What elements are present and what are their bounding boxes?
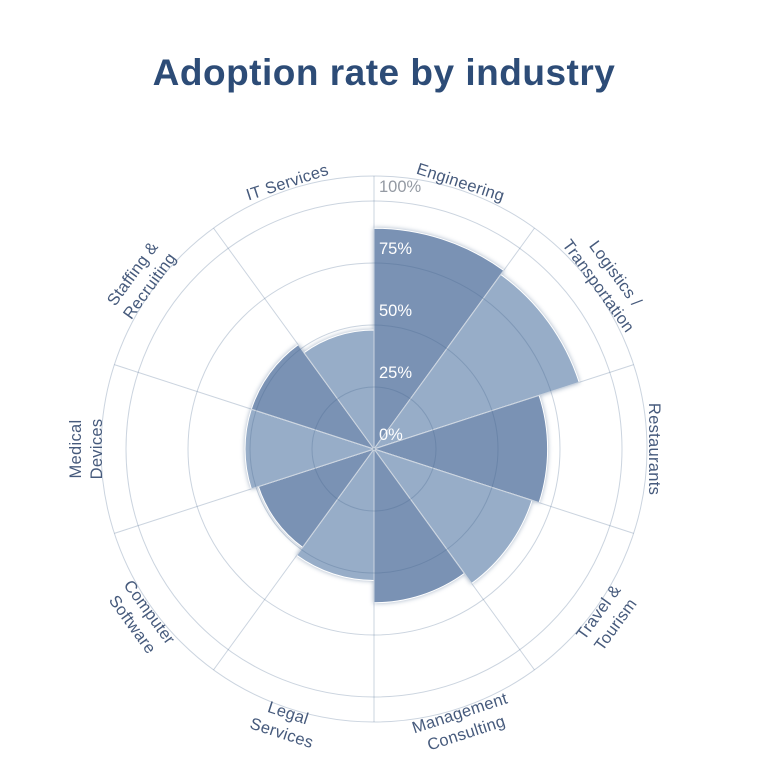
grid-ring-25 [311,386,437,512]
axis-tick [609,525,634,534]
grid-spoke [227,248,375,450]
category-label-legal-services: LegalServices [248,695,323,752]
grid-ring-75 [187,262,561,636]
wedge-staffing-recruiting[interactable] [250,343,376,450]
grid-ring-50 [249,324,499,574]
axis-tick [519,649,535,671]
wedge-engineering[interactable] [373,227,505,451]
wedge-restaurants[interactable] [372,394,549,504]
radial-tick-label-0: 0% [379,426,403,444]
grid-spoke [373,248,521,450]
polar-grid [100,175,648,723]
category-label-restaurants: Restaurants [645,403,663,495]
outer-ring [100,175,648,723]
axis-tick [213,649,229,671]
grid-spoke [373,371,611,450]
wedge-it-services[interactable] [303,329,375,451]
category-label-it-services: IT Services [244,161,331,205]
radial-tick-label-75: 75% [379,240,412,258]
radial-tick-label-25: 25% [379,364,412,382]
axis-tick [609,364,634,373]
category-label-management-consulting: ManagementConsulting [410,689,517,757]
radial-tick-label-50: 50% [379,302,412,320]
category-label-computer-software: ComputerSoftware [103,577,179,661]
grid-spoke [373,448,611,527]
wedge-group [244,227,580,604]
axis-tick [114,364,139,373]
wedge-logistics-transportation[interactable] [372,273,580,450]
axis-tick [114,525,139,534]
category-label-engineering: Engineering [414,160,506,205]
wedge-computer-software[interactable] [257,448,376,549]
category-label-logistics-transportation: Logistics /Transportation [558,224,654,336]
axis-tick [213,227,229,249]
grid-spoke [137,371,375,450]
category-label-medical-devices: Medical Devices [67,419,106,480]
radial-tick-label-100: 100% [379,178,422,196]
grid-spoke [227,448,375,650]
wedge-legal-services[interactable] [296,447,375,581]
grid-ring-100 [125,200,623,698]
wedge-management-consulting[interactable] [373,447,466,604]
category-label-travel-tourism: Travel &Tourism [573,582,642,656]
wedge-medical-devices[interactable] [244,408,376,490]
chart-title: Adoption rate by industry [152,52,616,93]
grid-spoke [137,448,375,527]
grid-spoke [373,448,521,650]
radial-tick-labels: 0% 25% 50% 75% 100% [379,178,422,444]
wedge-travel-tourism[interactable] [372,448,533,585]
axis-tick [519,227,535,249]
